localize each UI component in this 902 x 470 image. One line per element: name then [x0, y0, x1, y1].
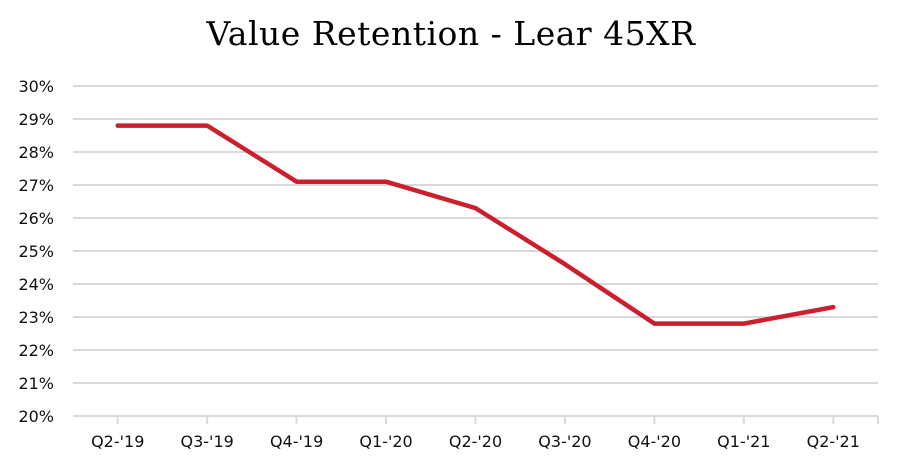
y-tick-label: 30% [18, 77, 54, 96]
x-tick-label: Q2-'19 [91, 432, 144, 451]
x-tick-label: Q1-'20 [359, 432, 412, 451]
x-tick-label: Q2-'20 [449, 432, 502, 451]
y-tick-label: 29% [18, 110, 54, 129]
y-tick-label: 22% [18, 341, 54, 360]
y-tick-label: 27% [18, 176, 54, 195]
series-line [115, 123, 836, 326]
chart-title: Value Retention - Lear 45XR [206, 14, 696, 53]
y-tick-label: 26% [18, 209, 54, 228]
x-tick-label: Q1-'21 [717, 432, 770, 451]
y-tick-label: 24% [18, 275, 54, 294]
x-tick-label: Q3-'20 [538, 432, 591, 451]
y-tick-label: 23% [18, 308, 54, 327]
x-tick-label: Q2-'21 [807, 432, 860, 451]
y-tick-label: 21% [18, 374, 54, 393]
x-tick-label: Q3-'19 [181, 432, 234, 451]
y-tick-label: 25% [18, 242, 54, 261]
x-tick-label: Q4-'19 [270, 432, 323, 451]
y-tick-label: 28% [18, 143, 54, 162]
x-tick-label: Q4-'20 [628, 432, 681, 451]
y-tick-label: 20% [18, 407, 54, 426]
